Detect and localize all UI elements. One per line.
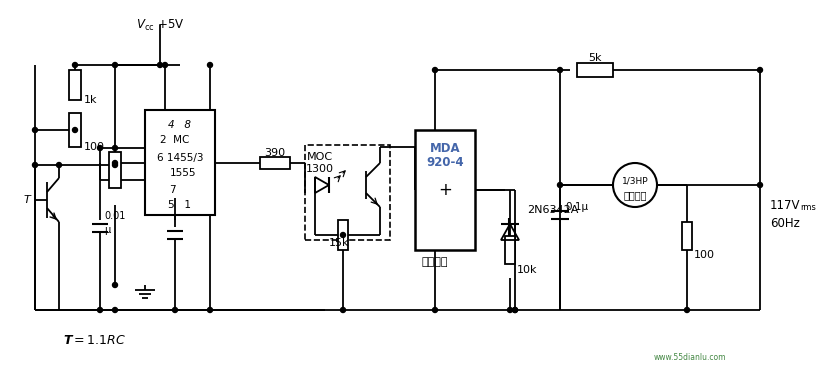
Circle shape: [340, 232, 345, 238]
Bar: [681, 222, 691, 250]
Bar: [504, 236, 514, 264]
Text: 2  MC: 2 MC: [160, 135, 189, 145]
Circle shape: [73, 128, 78, 132]
Text: 10k: 10k: [516, 265, 537, 275]
Text: 920-4: 920-4: [426, 155, 463, 169]
Text: 60Hz: 60Hz: [769, 217, 799, 230]
Bar: [69, 113, 81, 147]
Circle shape: [757, 68, 762, 72]
Text: MOC: MOC: [307, 152, 332, 162]
Circle shape: [56, 162, 61, 168]
Circle shape: [73, 62, 78, 68]
Text: $V_{\rm cc}$ +5V: $V_{\rm cc}$ +5V: [136, 17, 184, 32]
Text: 二极管桥: 二极管桥: [421, 257, 447, 267]
Circle shape: [557, 183, 562, 187]
Circle shape: [32, 162, 37, 168]
Circle shape: [557, 68, 562, 72]
Text: T: T: [24, 195, 31, 205]
Circle shape: [507, 307, 512, 313]
Circle shape: [612, 163, 656, 207]
Text: www.55dianlu.com: www.55dianlu.com: [653, 354, 725, 362]
Bar: [414, 130, 475, 250]
Circle shape: [757, 183, 762, 187]
Text: $\bfit{T}$$= 1.1RC$: $\bfit{T}$$= 1.1RC$: [64, 334, 127, 346]
Text: 390: 390: [264, 148, 285, 158]
Circle shape: [162, 62, 167, 68]
Circle shape: [208, 62, 213, 68]
Circle shape: [112, 161, 117, 166]
Circle shape: [208, 307, 213, 313]
Circle shape: [432, 68, 437, 72]
Circle shape: [157, 62, 162, 68]
Text: 7: 7: [169, 185, 175, 195]
Circle shape: [112, 145, 117, 151]
Bar: [304, 145, 390, 240]
Circle shape: [512, 307, 517, 313]
Text: +: +: [437, 181, 452, 199]
Text: 100: 100: [693, 250, 715, 260]
Circle shape: [98, 307, 103, 313]
Circle shape: [432, 307, 437, 313]
Bar: [69, 70, 81, 100]
Text: 117V: 117V: [769, 199, 800, 211]
Bar: [576, 63, 612, 77]
Text: 5   1: 5 1: [169, 200, 191, 210]
Text: 15k: 15k: [328, 238, 349, 248]
Text: 0.1μ: 0.1μ: [564, 202, 587, 212]
Circle shape: [112, 283, 117, 287]
Text: 100: 100: [84, 142, 105, 152]
Text: 6 1455/3: 6 1455/3: [156, 153, 203, 163]
Text: 2N6342A: 2N6342A: [526, 205, 578, 215]
Bar: [337, 220, 347, 250]
Text: 0.01: 0.01: [104, 211, 125, 221]
Text: rms: rms: [799, 203, 815, 211]
Text: 1/3HP: 1/3HP: [621, 176, 648, 186]
Circle shape: [112, 162, 117, 168]
Bar: [109, 152, 121, 188]
Bar: [260, 157, 289, 169]
Text: 4   8: 4 8: [169, 120, 191, 130]
Circle shape: [112, 62, 117, 68]
Text: 1300: 1300: [306, 164, 333, 174]
Text: 5k: 5k: [587, 53, 601, 63]
Text: 1k: 1k: [84, 95, 98, 105]
Text: 1555: 1555: [170, 168, 196, 178]
Text: MDA: MDA: [429, 141, 460, 155]
Circle shape: [112, 307, 117, 313]
Circle shape: [340, 307, 345, 313]
Bar: [145, 110, 215, 215]
Circle shape: [32, 128, 37, 132]
Circle shape: [98, 145, 103, 151]
Circle shape: [172, 307, 177, 313]
Text: 交流马达: 交流马达: [623, 190, 646, 200]
Text: μ: μ: [104, 225, 110, 235]
Circle shape: [512, 307, 517, 313]
Circle shape: [684, 307, 689, 313]
